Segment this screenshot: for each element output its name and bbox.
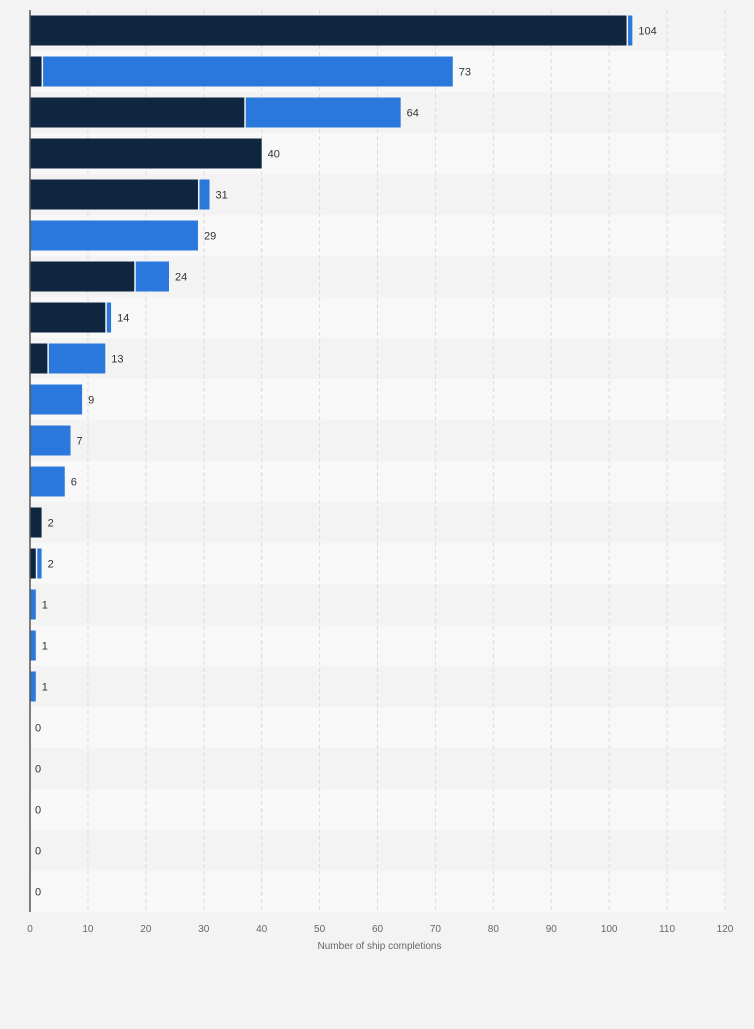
value-label: 7: [77, 436, 83, 448]
value-label: 64: [407, 108, 419, 120]
bar-segment-series-2: [245, 97, 401, 128]
value-label: 29: [204, 231, 216, 243]
row-band: [30, 297, 725, 338]
x-tick-label: 60: [372, 924, 384, 935]
value-label: 0: [35, 887, 41, 899]
x-tick-label: 50: [314, 924, 326, 935]
bar-segment-series-1: [30, 343, 48, 374]
bar-segment-series-2: [37, 548, 42, 579]
x-tick-label: 10: [82, 924, 94, 935]
value-label: 0: [35, 805, 41, 817]
bar-segment-series-2: [135, 261, 169, 292]
bar-segment-series-2: [43, 56, 453, 87]
value-label: 13: [111, 354, 123, 366]
row-band: [30, 871, 725, 912]
row-band: [30, 584, 725, 625]
row-band: [30, 625, 725, 666]
bar-segment-series-2: [30, 384, 83, 415]
value-label: 2: [48, 559, 54, 571]
bar-segment-series-2: [30, 630, 36, 661]
value-label: 24: [175, 272, 187, 284]
bar-segment-series-2: [30, 220, 198, 251]
value-labels: 104 73 64 40 31 29 24 14 13 9 7 6 2 2 1 1 1 0 0 0 0 0: [35, 26, 657, 899]
bar-segment-series-1: [30, 302, 106, 333]
bar-segment-series-2: [199, 179, 210, 210]
bar-segment-series-2: [30, 671, 36, 702]
bar-segment-series-1: [30, 97, 245, 128]
bars: [30, 15, 633, 702]
bar-segment-series-1: [30, 138, 262, 169]
x-axis-title: Number of ship completions: [318, 941, 442, 952]
row-band: [30, 379, 725, 420]
x-tick-label: 80: [488, 924, 500, 935]
bar-segment-series-2: [48, 343, 106, 374]
value-label: 1: [42, 641, 48, 653]
row-band: [30, 338, 725, 379]
value-label: 1: [42, 600, 48, 612]
bar-segment-series-1: [30, 261, 135, 292]
x-axis: 0 10 20 30 40 50 60 70 80 90 100 110 120: [27, 924, 734, 935]
x-tick-label: 30: [198, 924, 210, 935]
x-tick-label: 20: [140, 924, 152, 935]
bar-segment-series-2: [628, 15, 633, 46]
bar-segment-series-2: [30, 589, 36, 620]
value-label: 0: [35, 764, 41, 776]
x-tick-label: 110: [659, 924, 675, 935]
bar-segment-series-1: [30, 548, 36, 579]
value-label: 31: [216, 190, 228, 202]
x-tick-label: 100: [601, 924, 618, 935]
bar-segment-series-2: [30, 425, 71, 456]
x-tick-label: 0: [27, 924, 33, 935]
x-tick-label: 120: [717, 924, 734, 935]
value-label: 0: [35, 846, 41, 858]
value-label: 6: [71, 477, 77, 489]
value-label: 40: [268, 149, 280, 161]
bar-segment-series-1: [30, 179, 198, 210]
bar-segment-series-2: [106, 302, 112, 333]
x-tick-label: 70: [430, 924, 442, 935]
x-tick-label: 90: [546, 924, 558, 935]
bar-segment-series-2: [30, 466, 65, 497]
value-label: 1: [42, 682, 48, 694]
value-label: 0: [35, 723, 41, 735]
x-tick-label: 40: [256, 924, 268, 935]
row-band: [30, 666, 725, 707]
bar-segment-series-1: [30, 507, 42, 538]
value-label: 9: [88, 395, 94, 407]
value-label: 2: [48, 518, 54, 530]
value-label: 14: [117, 313, 129, 325]
bar-segment-series-1: [30, 56, 42, 87]
value-label: 104: [638, 26, 656, 38]
value-label: 73: [459, 67, 471, 79]
bar-segment-series-1: [30, 15, 627, 46]
